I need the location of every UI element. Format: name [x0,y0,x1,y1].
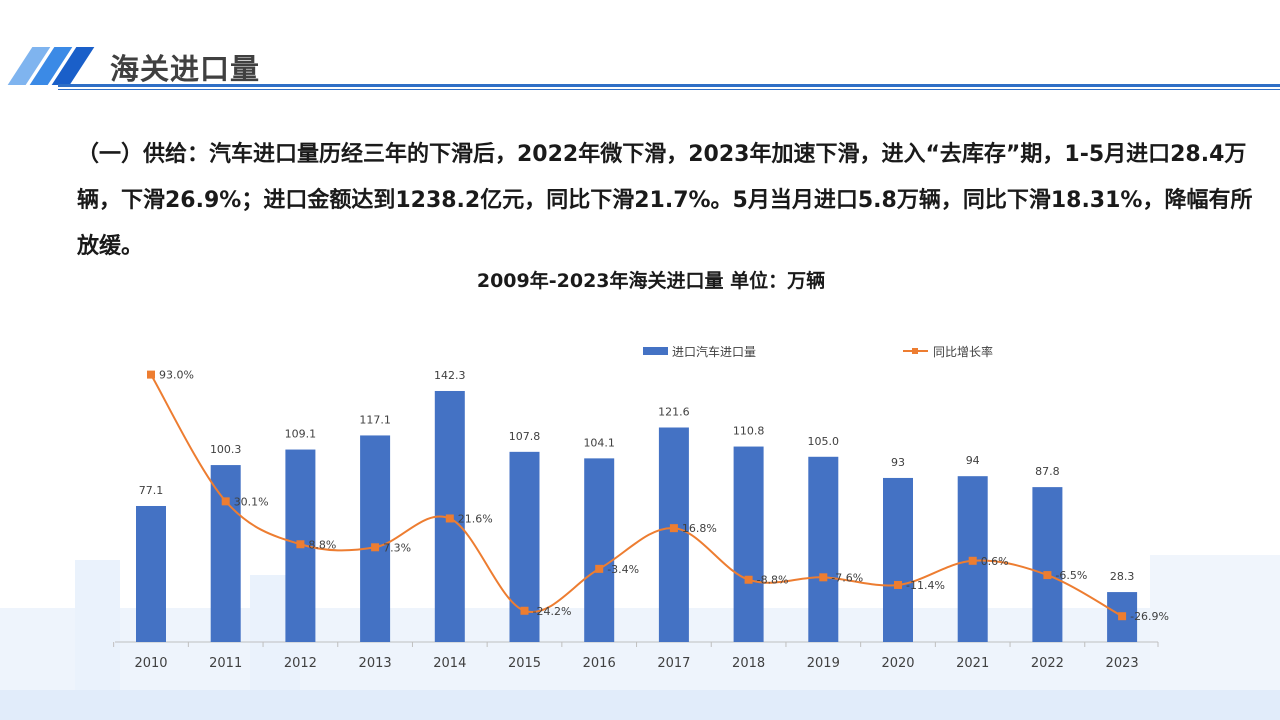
legend-line-marker [912,348,918,354]
x-tick-label: 2011 [209,656,242,671]
growth-value-label: -6.5% [1055,569,1087,582]
skyline-decoration [0,690,1280,720]
x-tick-label: 2016 [583,656,616,671]
growth-value-label: -26.9% [1130,610,1169,623]
bar-value-label: 104.1 [583,436,615,449]
growth-marker-2021 [968,556,977,565]
growth-value-label: 16.8% [682,522,717,535]
growth-value-label: 0.6% [981,555,1009,568]
bar-value-label: 105.0 [808,435,840,448]
growth-marker-2013 [371,543,380,552]
x-tick-label: 2014 [433,656,466,671]
growth-marker-2023 [1118,612,1127,621]
growth-marker-2020 [894,580,902,589]
growth-value-label: -24.2% [533,605,572,618]
bar-value-label: 77.1 [139,484,164,497]
growth-marker-2011 [221,497,230,506]
growth-marker-2015 [520,606,529,615]
growth-marker-2022 [1043,571,1052,580]
x-tick-label: 2022 [1031,656,1064,671]
x-tick-label: 2018 [732,656,765,671]
summary-paragraph: （一）供给：汽车进口量历经三年的下滑后，2022年微下滑，2023年加速下滑，进… [77,142,1253,259]
growth-marker-2018 [744,575,753,584]
legend-bar-label: 进口汽车进口量 [672,344,756,359]
x-tick-label: 2023 [1106,656,1139,671]
x-tick-label: 2020 [881,656,914,671]
growth-marker-2017 [669,524,678,533]
bar-value-label: 109.1 [285,428,317,441]
x-tick-label: 2021 [956,656,989,671]
growth-value-label: 21.6% [458,512,493,525]
bar-value-label: 100.3 [210,443,242,456]
growth-value-label: -11.4% [906,579,945,592]
header-divider [58,84,1280,87]
bar-2018 [733,446,764,642]
growth-marker-2012 [296,540,305,549]
bar-value-label: 107.8 [509,430,541,443]
bar-value-label: 94 [966,454,980,467]
growth-marker-2016 [595,564,604,573]
growth-value-label: 30.1% [234,495,269,508]
growth-marker-2019 [819,573,828,582]
bar-value-label: 142.3 [434,369,466,382]
x-tick-label: 2010 [134,656,167,671]
bar-2020 [883,477,913,642]
bar-2013 [360,435,391,642]
bar-2010 [136,505,166,642]
header-divider [58,89,1280,90]
x-tick-label: 2012 [284,656,317,671]
page-title: 海关进口量 [110,52,261,86]
x-tick-label: 2013 [359,656,392,671]
bar-2022 [1032,487,1063,642]
bar-2017 [658,427,689,642]
growth-value-label: 93.0% [159,369,194,382]
bar-value-label: 28.3 [1110,570,1135,583]
growth-value-label: -7.6% [831,571,863,584]
growth-value-label: -3.4% [607,563,639,576]
chart-title: 2009年-2023年海关进口量 单位：万辆 [476,270,826,292]
bar-2016 [584,458,615,642]
legend-line-label: 同比增长率 [933,344,993,359]
x-tick-label: 2015 [508,656,541,671]
bar-value-label: 93 [891,456,905,469]
growth-value-label: 8.8% [308,538,336,551]
bar-2011 [210,465,241,642]
bar-value-label: 87.8 [1035,465,1060,478]
bar-value-label: 117.1 [359,413,391,426]
bar-value-label: 121.6 [658,405,690,418]
bar-2019 [808,456,839,642]
x-tick-label: 2019 [807,656,840,671]
growth-value-label: 7.3% [383,541,411,554]
growth-marker-2010 [147,370,155,379]
bar-value-label: 110.8 [733,425,765,438]
growth-value-label: -8.8% [757,574,789,587]
legend-bar-swatch [643,347,668,355]
growth-marker-2014 [445,514,454,523]
x-tick-label: 2017 [657,656,690,671]
